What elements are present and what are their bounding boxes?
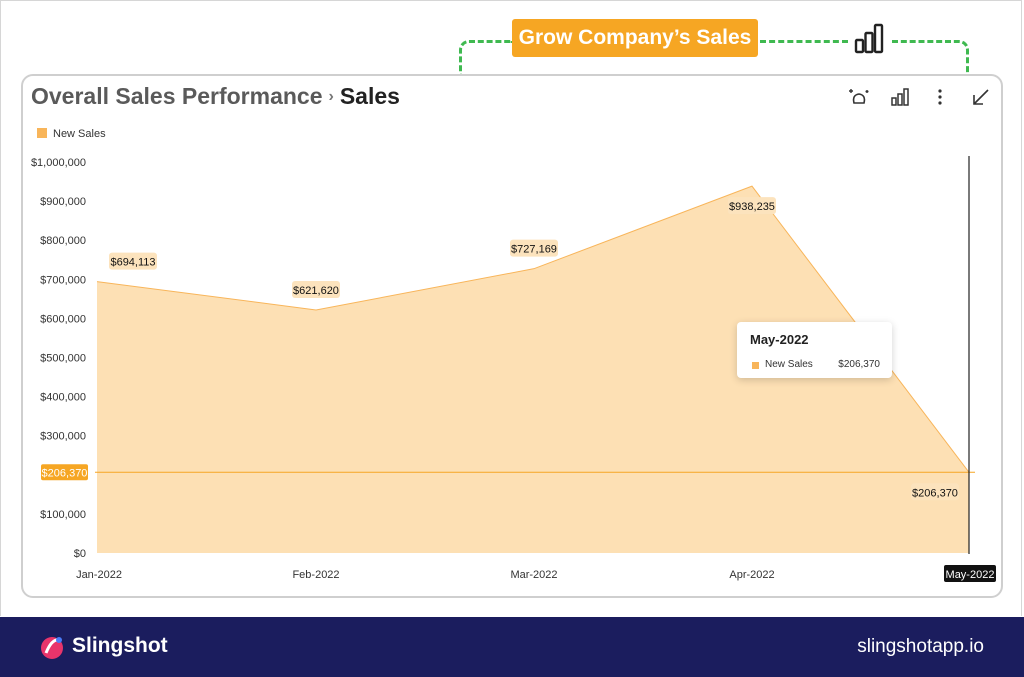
x-tick-label: May-2022 [946,569,995,581]
breadcrumb-parent[interactable]: Overall Sales Performance [31,83,323,109]
y-tick-label: $700,000 [40,274,86,286]
data-label-bg [911,483,959,501]
tooltip-series-name: New Sales [765,359,813,370]
goal-connector-right [892,40,969,73]
breadcrumb-current: Sales [339,83,400,109]
crosshair-y-badge [41,464,88,481]
data-label: $621,620 [293,285,339,297]
brand-name: Slingshot [72,634,168,657]
y-tick-label: $900,000 [40,196,86,208]
sparkle-icon[interactable] [848,86,870,108]
y-tick-label: $400,000 [40,392,86,404]
data-label: $727,169 [511,244,557,256]
data-label-bg [728,197,776,215]
x-tick-label: Feb-2022 [292,569,339,581]
tooltip-swatch [752,362,759,369]
goal-badge: Grow Company’s Sales [512,19,758,57]
site-url[interactable]: slingshotapp.io [857,636,984,657]
x-tick-label: Jan-2022 [76,569,122,581]
legend-swatch [37,128,47,138]
y-tick-label: $800,000 [40,235,86,247]
data-label-bg [109,252,157,270]
more-vert-icon[interactable] [929,86,951,108]
data-label-bg [292,280,340,298]
collapse-arrow-icon[interactable] [970,86,992,108]
goal-connector-mid [760,40,848,43]
data-label: $938,235 [729,201,775,213]
data-label-bg [510,239,558,257]
x-tick-highlight [944,565,996,582]
bar-chart-icon [854,23,884,54]
slingshot-logo-icon [41,637,63,659]
y-tick-label: $300,000 [40,431,86,443]
y-tick-label: $600,000 [40,313,86,325]
y-tick-label: $100,000 [40,509,86,521]
area-chart[interactable]: $0 $100,000 $300,000 $400,000 $500,000 $600,0… [0,0,1024,617]
chart-tooltip: May-2022 New Sales $206,370 [737,322,892,378]
widget-title: Overall Sales Performance › Sales [31,83,400,110]
footer-bar: Slingshot slingshotapp.io [0,617,1024,677]
y-tick-label: $0 [74,548,86,560]
series-area-new-sales [97,186,969,553]
tooltip-title: May-2022 [750,332,809,347]
x-tick-label: Apr-2022 [729,569,774,581]
x-tick-label: Mar-2022 [510,569,557,581]
y-tick-label: $500,000 [40,353,86,365]
tooltip-value: $206,370 [838,359,880,370]
chart-legend: New Sales [37,128,106,140]
crosshair-y-label: $206,370 [42,467,88,479]
screenshot-frame [0,0,1022,616]
data-label: $206,370 [912,487,958,499]
series-line-new-sales [96,185,970,473]
goal-connector-left [459,40,514,77]
y-tick-label: $1,000,000 [31,157,86,169]
legend-label: New Sales [53,128,106,140]
bar-chart-icon[interactable] [889,86,911,108]
data-label: $694,113 [110,257,155,269]
breadcrumb-separator: › [328,88,334,105]
